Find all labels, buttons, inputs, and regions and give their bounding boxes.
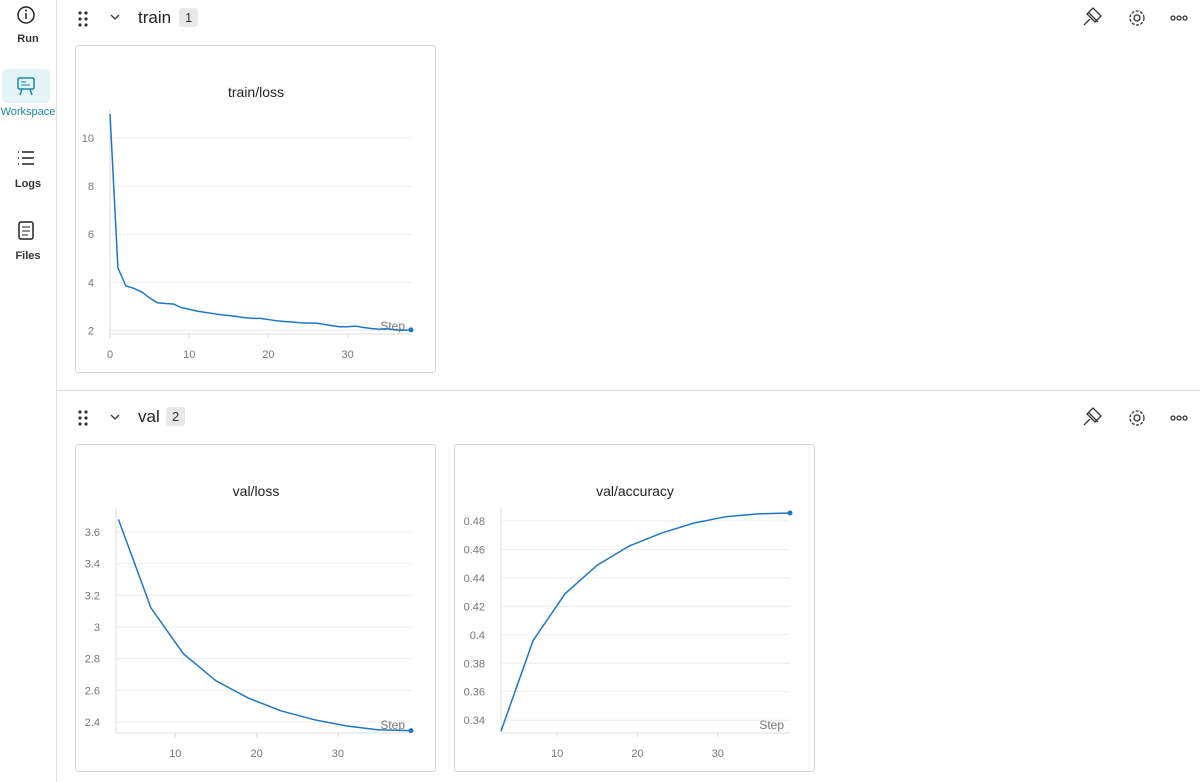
nav-label[interactable]: Run — [17, 33, 39, 45]
x-tick-label: 20 — [250, 748, 262, 760]
x-tick-label: 30 — [712, 748, 724, 760]
nav-label[interactable]: Files — [15, 250, 41, 262]
chart: val/accuracy 0.34 0.36 0.38 0.4 0.42 0.44 0.46 0… — [464, 483, 793, 760]
y-tick-label: 0.42 — [464, 601, 485, 613]
chart-panel[interactable]: train/loss 2 4 6 8 10 0 10 20 30 Step — [75, 45, 436, 373]
data-line — [109, 113, 412, 332]
y-tick-label: 3 — [94, 622, 100, 634]
end-point — [408, 327, 414, 333]
x-tick-label: 0 — [107, 349, 113, 361]
chart-title: val/accuracy — [596, 483, 674, 499]
nav-label[interactable]: Logs — [14, 178, 42, 190]
y-tick-label: 0.48 — [464, 516, 485, 528]
x-tick-label: 30 — [342, 349, 354, 361]
x-tick-label: 10 — [551, 748, 563, 760]
section-header-icons — [78, 7, 1188, 426]
y-tick-label: 0.38 — [464, 658, 485, 670]
x-tick-label: 10 — [169, 748, 181, 760]
panel-count: 1 — [179, 8, 199, 27]
y-tick-label: 0.4 — [470, 630, 485, 642]
chart-title: train/loss — [228, 84, 284, 100]
y-tick-label: 4 — [88, 277, 94, 289]
chart-panel[interactable]: val/loss 2.4 2.6 2.8 3 3.2 3.4 3.6 10 20 30 Step — [75, 444, 436, 772]
y-tick-label: 10 — [82, 133, 94, 145]
y-tick-label: 0.46 — [464, 544, 485, 556]
y-tick-label: 8 — [88, 181, 94, 193]
data-line — [500, 512, 791, 732]
x-tick-label: 10 — [183, 349, 195, 361]
x-axis-label: Step — [759, 718, 784, 732]
sidebar-icons — [2, 6, 50, 240]
y-tick-label: 2.4 — [85, 717, 100, 729]
data-line — [117, 519, 412, 732]
y-tick-label: 0.44 — [464, 573, 485, 585]
y-tick-label: 3.4 — [85, 559, 100, 571]
y-tick-label: 3.2 — [85, 590, 100, 602]
section-divider — [57, 390, 1200, 391]
nav-label[interactable]: Workspace — [0, 106, 56, 118]
y-tick-label: 2.6 — [85, 685, 100, 697]
y-tick-label: 0.36 — [464, 687, 485, 699]
chart: val/loss 2.4 2.6 2.8 3 3.2 3.4 3.6 10 20 30 Step — [85, 483, 414, 760]
drag-handle[interactable] — [78, 11, 88, 426]
chart-panel[interactable]: val/accuracy 0.34 0.36 0.38 0.4 0.42 0.44 0.46 0… — [454, 444, 815, 772]
y-tick-label: 6 — [88, 229, 94, 241]
y-tick-label: 2 — [88, 325, 94, 337]
section-title[interactable]: val — [138, 407, 160, 426]
panel-count: 2 — [166, 407, 186, 426]
x-tick-label: 20 — [262, 349, 274, 361]
section-title[interactable]: train — [138, 8, 172, 27]
y-tick-label: 0.34 — [464, 715, 485, 727]
x-tick-label: 20 — [631, 748, 643, 760]
y-tick-label: 3.6 — [85, 527, 100, 539]
end-point — [787, 510, 793, 516]
chart-title: val/loss — [233, 483, 280, 499]
end-point — [408, 728, 414, 734]
sidebar: Run Workspace Logs Files — [0, 0, 57, 782]
x-axis-label: Step — [380, 718, 405, 732]
y-tick-label: 2.8 — [85, 654, 100, 666]
x-tick-label: 30 — [332, 748, 344, 760]
